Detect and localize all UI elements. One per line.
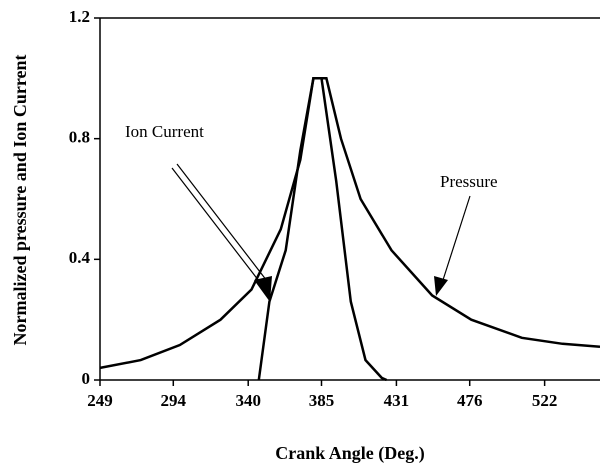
y-tick-label: 1.2 [69,7,90,26]
annotation: Ion Current [125,122,204,141]
x-tick-label: 249 [87,391,113,410]
line-series [99,77,600,370]
annotation-arrow [171,163,268,286]
x-tick-label: 340 [235,391,261,410]
x-tick-label: 431 [384,391,410,410]
y-tick-label: 0 [82,369,91,388]
annotation-arrow [442,195,471,281]
x-axis-label: Crank Angle (Deg.) [275,443,425,464]
y-tick-label: 0.4 [69,248,91,267]
x-tick-label: 522 [532,391,558,410]
annotation: Pressure [440,172,498,191]
y-axis-label: Normalized pressure and Ion Current [10,54,30,345]
x-tick-label: 385 [309,391,335,410]
line-series [257,77,388,382]
arrow-head [254,276,272,302]
y-tick-label: 0.8 [69,128,90,147]
x-tick-label: 476 [457,391,483,410]
x-tick-label: 294 [161,391,187,410]
arrow-head [434,276,448,296]
